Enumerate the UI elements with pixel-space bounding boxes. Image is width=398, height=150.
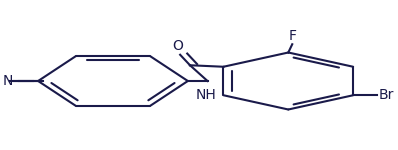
Text: O: O	[173, 39, 183, 53]
Text: F: F	[288, 29, 296, 43]
Text: N: N	[2, 74, 12, 88]
Text: NH: NH	[195, 88, 216, 102]
Text: Br: Br	[379, 88, 394, 102]
